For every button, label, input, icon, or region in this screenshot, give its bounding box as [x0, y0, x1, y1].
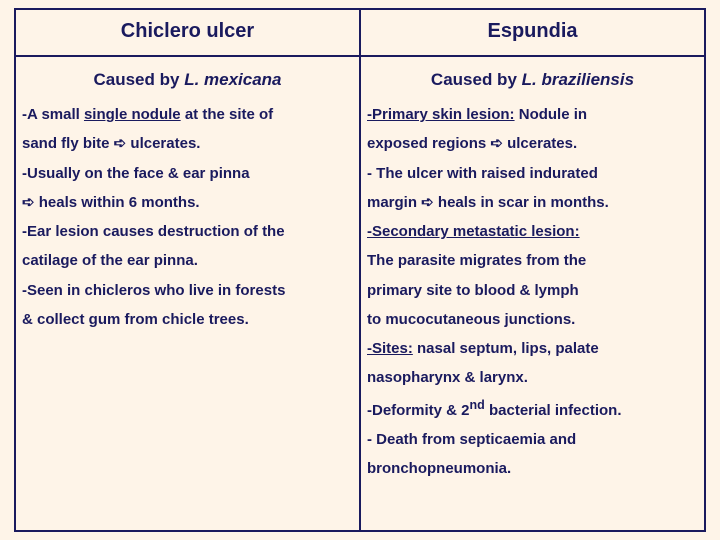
- left-line-5: -Ear lesion causes destruction of the: [22, 217, 353, 246]
- body-row: Caused by L. mexicana -A small single no…: [16, 57, 704, 530]
- right-line-1: -Primary skin lesion: Nodule in: [367, 100, 698, 129]
- right-line-9: -Sites: nasal septum, lips, palate: [367, 334, 698, 363]
- right-line-12: - Death from septicaemia and: [367, 425, 698, 454]
- subtitle-right-prefix: Caused by: [431, 70, 522, 89]
- right-line-11: -Deformity & 2nd bacterial infection.: [367, 393, 698, 425]
- header-left: Chiclero ulcer: [16, 10, 361, 55]
- body-right: Caused by L. braziliensis -Primary skin …: [361, 57, 704, 530]
- subtitle-left-italic: L. mexicana: [184, 70, 281, 89]
- comparison-table: Chiclero ulcer Espundia Caused by L. mex…: [14, 8, 706, 532]
- content-left: -A small single nodule at the site of sa…: [22, 100, 353, 334]
- right-line-10: nasopharynx & larynx.: [367, 363, 698, 392]
- right-line-5: -Secondary metastatic lesion:: [367, 217, 698, 246]
- right-line-8: to mucocutaneous junctions.: [367, 305, 698, 334]
- right-line-2: exposed regions ➪ ulcerates.: [367, 129, 698, 158]
- left-line-3: -Usually on the face & ear pinna: [22, 159, 353, 188]
- left-line-1: -A small single nodule at the site of: [22, 100, 353, 129]
- content-right: -Primary skin lesion: Nodule in exposed …: [367, 100, 698, 483]
- subtitle-left-prefix: Caused by: [93, 70, 184, 89]
- header-right: Espundia: [361, 10, 704, 55]
- left-line-4: ➪ heals within 6 months.: [22, 188, 353, 217]
- left-line-8: & collect gum from chicle trees.: [22, 305, 353, 334]
- right-line-7: primary site to blood & lymph: [367, 276, 698, 305]
- subtitle-right: Caused by L. braziliensis: [367, 63, 698, 96]
- right-line-3: - The ulcer with raised indurated: [367, 159, 698, 188]
- right-line-4: margin ➪ heals in scar in months.: [367, 188, 698, 217]
- left-line-2: sand fly bite ➪ ulcerates.: [22, 129, 353, 158]
- right-line-6: The parasite migrates from the: [367, 246, 698, 275]
- header-row: Chiclero ulcer Espundia: [16, 10, 704, 57]
- left-line-7: -Seen in chicleros who live in forests: [22, 276, 353, 305]
- subtitle-right-italic: L. braziliensis: [522, 70, 634, 89]
- body-left: Caused by L. mexicana -A small single no…: [16, 57, 361, 530]
- right-line-13: bronchopneumonia.: [367, 454, 698, 483]
- left-line-6: catilage of the ear pinna.: [22, 246, 353, 275]
- subtitle-left: Caused by L. mexicana: [22, 63, 353, 96]
